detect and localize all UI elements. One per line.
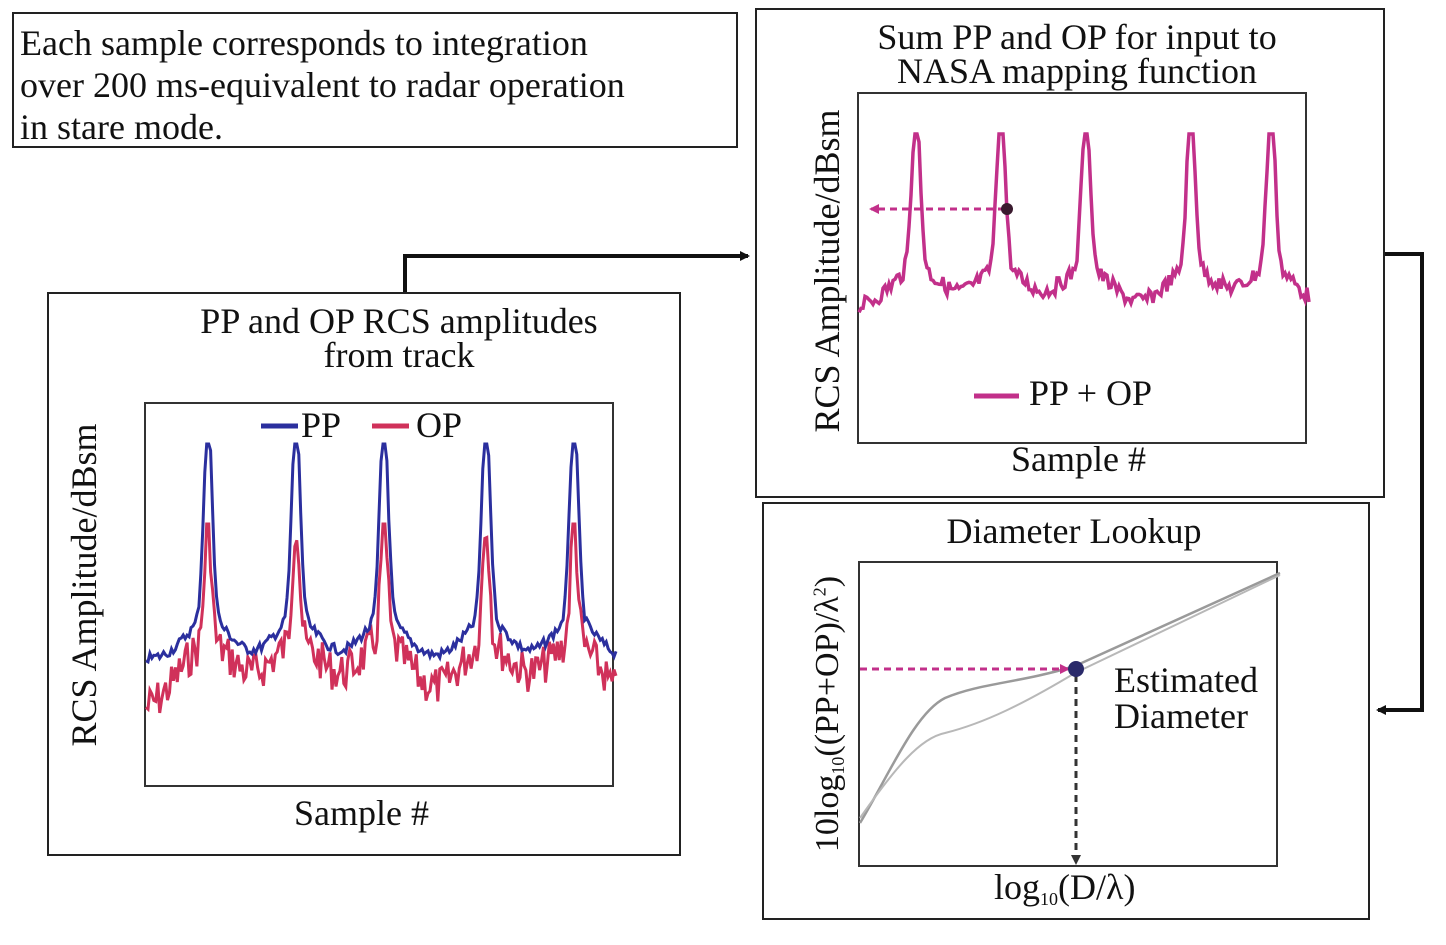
lookup-curve-chart <box>858 571 1281 865</box>
panel-lookup-title: Diameter Lookup <box>946 511 1202 551</box>
lookup-ylabel-suffix: ((PP+OP)/λ <box>809 596 846 757</box>
panel-sum-title: Sum PP and OP for input to NASA mapping … <box>877 17 1277 91</box>
estimated-diameter-label: Estimated Diameter <box>1114 660 1258 736</box>
panel-track-title: PP and OP RCS amplitudes from track <box>200 301 598 375</box>
lookup-plot-area <box>858 561 1281 867</box>
lookup-ylabel-sub: 10 <box>828 756 848 775</box>
sum-x-axis-label: Sample # <box>1011 439 1146 479</box>
pp-series-line <box>145 442 618 665</box>
lookup-xlabel-sub: 10 <box>1040 889 1059 909</box>
panel-sum: Sum PP and OP for input to NASA mapping … <box>755 8 1385 498</box>
panel-track: PP and OP RCS amplitudes from track PP O… <box>47 292 681 856</box>
integration-note: Each sample corresponds to integration o… <box>12 12 738 148</box>
legend-sum-label: PP + OP <box>1029 373 1153 413</box>
panel-lookup: Diameter Lookup 10log10((PP+OP)/λ2) log1… <box>762 502 1370 920</box>
legend-op-label: OP <box>416 405 463 445</box>
lookup-ylabel-sup: 2 <box>809 587 830 597</box>
lookup-ylabel-prefix: 10log <box>809 774 846 853</box>
track-x-axis-label: Sample # <box>294 793 429 833</box>
op-series-line <box>144 522 618 714</box>
lookup-curve-upper <box>858 571 1281 824</box>
sum-signal-chart <box>857 132 1311 399</box>
lookup-xlabel-suffix: (D/λ) <box>1058 867 1136 907</box>
arrow-track-to-sum <box>403 251 750 292</box>
lookup-operating-point <box>1068 661 1084 677</box>
sum-plot-area <box>857 92 1311 444</box>
track-signal-chart <box>144 423 618 714</box>
lookup-x-axis-label: log10(D/λ) <box>994 866 1135 910</box>
lookup-ylabel-end: ) <box>809 575 846 588</box>
lookup-y-axis-label: 10log10((PP+OP)/λ2) <box>809 529 849 899</box>
sum-readout-point <box>1001 203 1013 215</box>
sum-series-line <box>857 132 1311 314</box>
lookup-curve-lower <box>859 574 1281 819</box>
track-y-axis-label: RCS Amplitude/dBsm <box>64 423 104 747</box>
legend-pp-label: PP <box>301 405 342 445</box>
track-plot-area <box>144 402 618 787</box>
sum-y-axis-label: RCS Amplitude/dBsm <box>807 109 847 433</box>
lookup-xlabel-prefix: log <box>994 867 1041 907</box>
